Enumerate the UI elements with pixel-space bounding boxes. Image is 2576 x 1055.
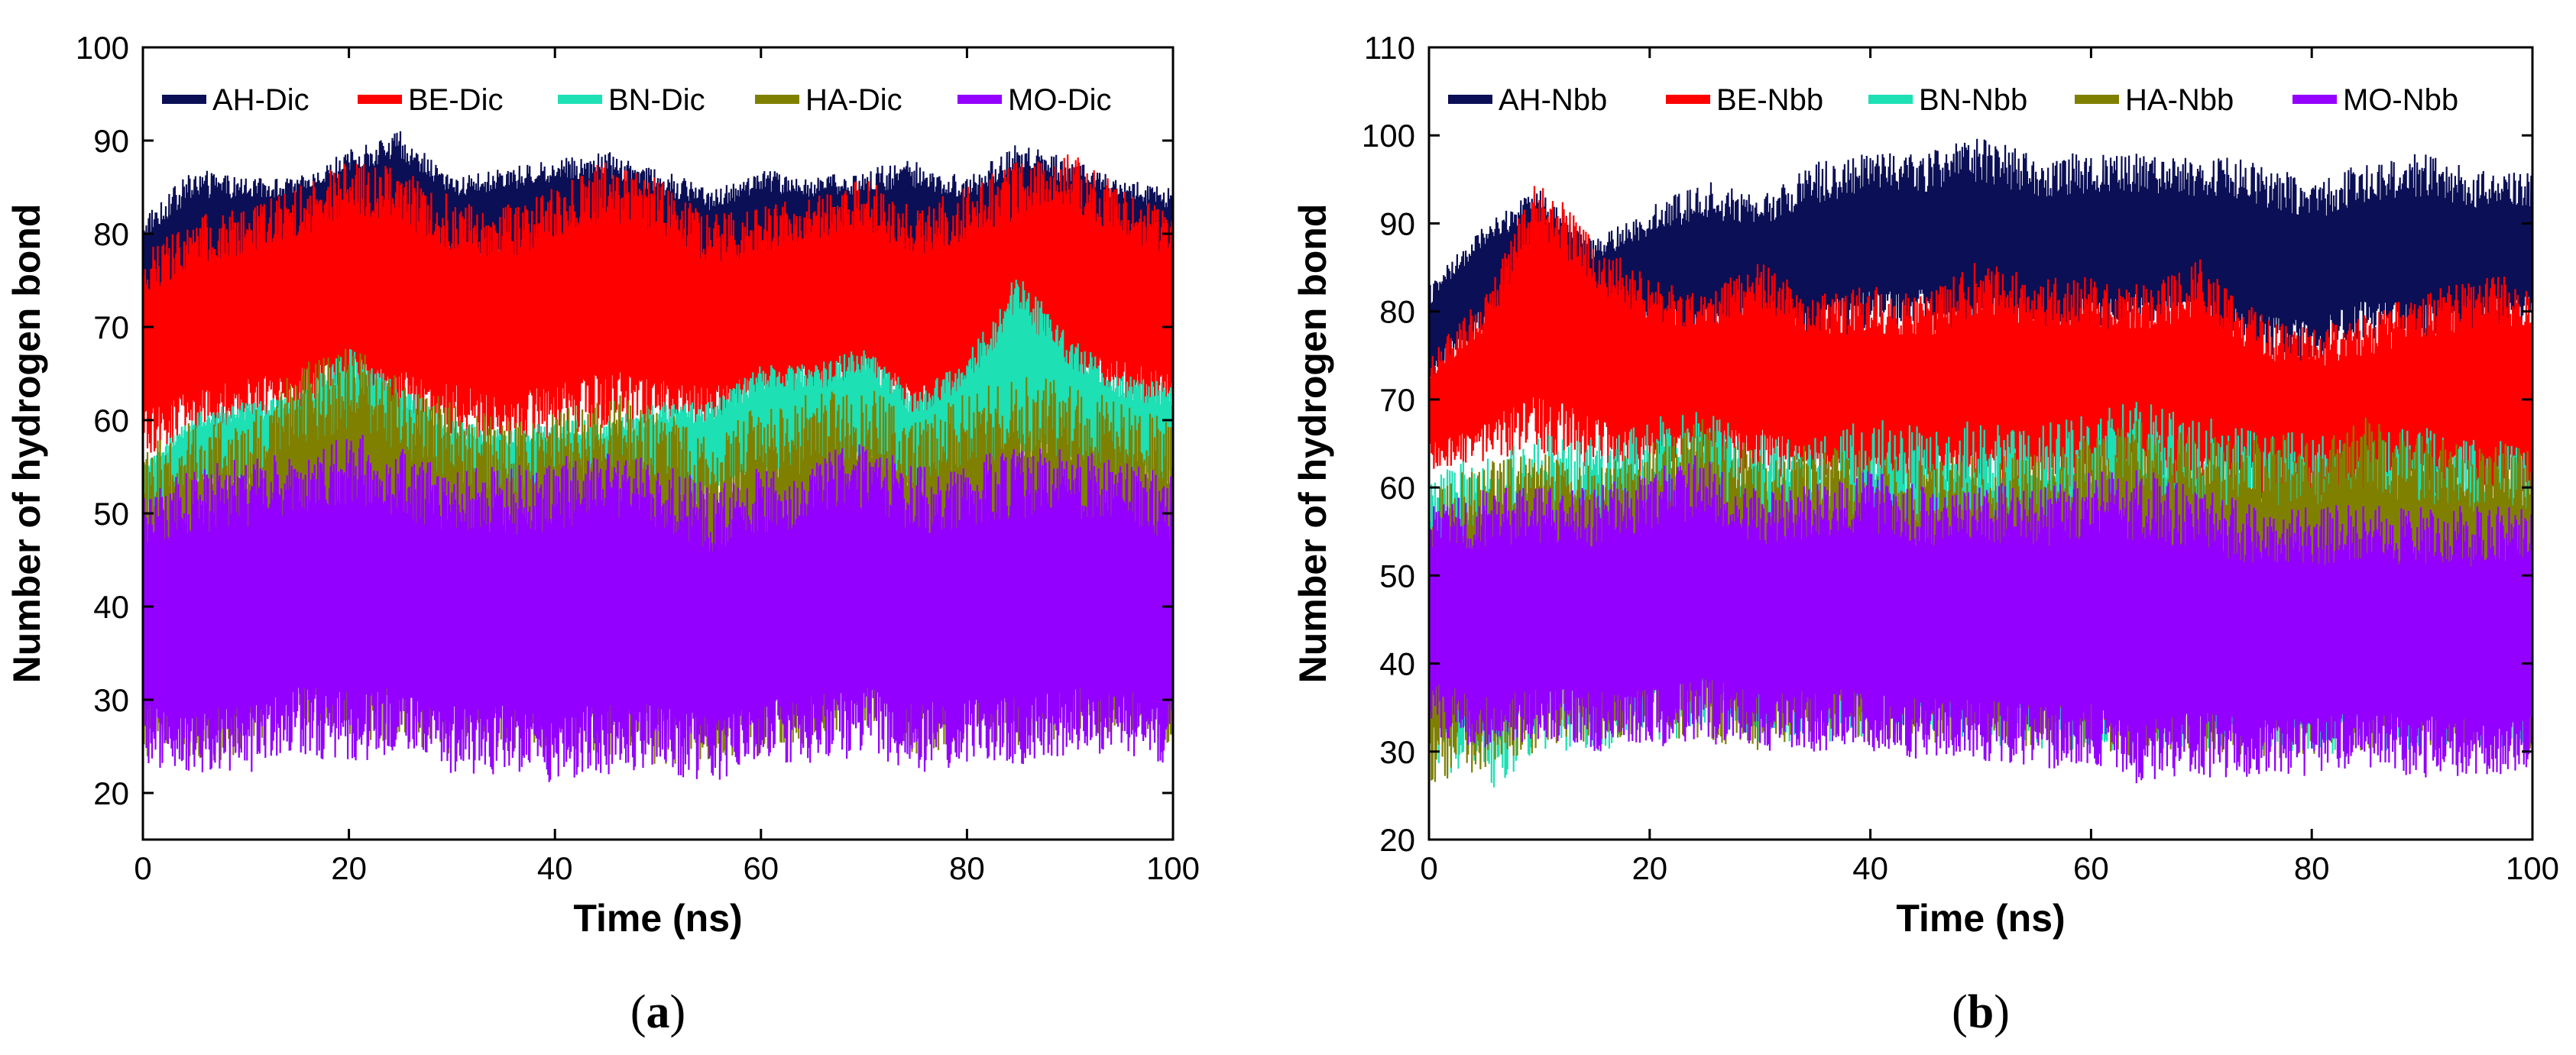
- legend: AH-Nbb BE-Nbb BN-Nbb HA-Nbb MO-Nbb: [1448, 83, 2458, 117]
- legend: AH-Dic BE-Dic BN-Dic HA-Dic MO-Dic: [162, 83, 1112, 117]
- legend-label-be-dic: BE-Dic: [408, 83, 503, 117]
- x-tick-label: 0: [1420, 850, 1437, 886]
- legend-label-ah-nbb: AH-Nbb: [1499, 83, 1607, 117]
- x-tick-label: 80: [949, 850, 985, 886]
- legend-label-mo-dic: MO-Dic: [1008, 83, 1112, 117]
- y-tick-label: 50: [93, 496, 129, 532]
- y-tick-label: 60: [93, 403, 129, 439]
- plot-frame: [1427, 46, 2534, 841]
- x-tick-label: 20: [331, 850, 367, 886]
- series-line-mo-dic: [143, 434, 1173, 782]
- chart-panel-a: 0 20 40 60 80 100 20 30 40 50 60 70 80 90 100 AH-Dic BE…: [5, 30, 1200, 1038]
- x-tick-label: 60: [2073, 850, 2109, 886]
- plot-frame: [141, 46, 1175, 841]
- series-traces: [1429, 138, 2532, 788]
- y-tick-label: 80: [93, 216, 129, 252]
- legend-label-mo-nbb: MO-Nbb: [2343, 83, 2458, 117]
- y-tick-label: 110: [1364, 30, 1415, 66]
- series-traces: [143, 131, 1173, 782]
- y-axis-label: Number of hydrogen bond: [5, 204, 48, 684]
- y-axis-label: Number of hydrogen bond: [1291, 204, 1334, 684]
- x-tick-label: 100: [2506, 850, 2559, 886]
- y-tick-label: 70: [1379, 382, 1415, 418]
- y-tick-label: 20: [93, 775, 129, 811]
- panel-label: (b): [1952, 986, 2010, 1038]
- x-axis-label: Time (ns): [573, 897, 742, 940]
- axes: 0 20 40 60 80 100 20 30 40 50 60 70 80 90 100: [76, 30, 1200, 886]
- y-tick-label: 50: [1379, 558, 1415, 594]
- x-tick-label: 0: [134, 850, 151, 886]
- x-tick-label: 80: [2294, 850, 2330, 886]
- y-tick-label: 90: [93, 123, 129, 159]
- y-tick-label: 80: [1379, 294, 1415, 330]
- y-tick-label: 60: [1379, 470, 1415, 506]
- legend-label-bn-nbb: BN-Nbb: [1919, 83, 2027, 117]
- legend-label-bn-dic: BN-Dic: [608, 83, 705, 117]
- panel-letter: b: [1968, 986, 1994, 1038]
- y-tick-label: 40: [93, 589, 129, 625]
- x-tick-label: 100: [1146, 850, 1200, 886]
- legend-label-be-nbb: BE-Nbb: [1716, 83, 1823, 117]
- series-line-ah-nbb: [1429, 138, 2532, 377]
- legend-label-ha-dic: HA-Dic: [805, 83, 902, 117]
- panel-letter: a: [646, 986, 670, 1038]
- x-tick-label: 40: [1852, 850, 1888, 886]
- y-tick-label: 100: [76, 30, 129, 66]
- x-tick-label: 40: [537, 850, 573, 886]
- x-axis-label: Time (ns): [1896, 897, 2065, 940]
- series-line-mo-nbb: [1429, 455, 2532, 784]
- x-tick-label: 60: [743, 850, 779, 886]
- y-tick-label: 20: [1379, 822, 1415, 858]
- legend-label-ah-dic: AH-Dic: [212, 83, 309, 117]
- y-tick-label: 100: [1362, 118, 1415, 154]
- panel-label: (a): [630, 986, 685, 1038]
- series-line-be-nbb: [1429, 186, 2532, 520]
- y-tick-label: 90: [1379, 205, 1415, 241]
- y-tick-label: 70: [93, 309, 129, 345]
- y-tick-label: 30: [1379, 734, 1415, 770]
- y-tick-label: 40: [1379, 646, 1415, 682]
- x-tick-label: 20: [1631, 850, 1667, 886]
- legend-label-ha-nbb: HA-Nbb: [2125, 83, 2234, 117]
- y-tick-label: 30: [93, 682, 129, 718]
